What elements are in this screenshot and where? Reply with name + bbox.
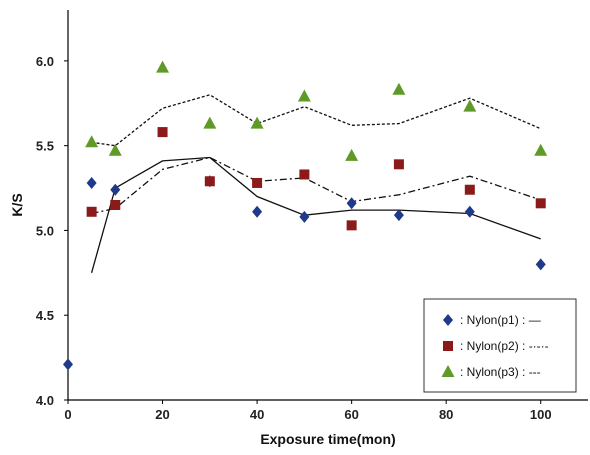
trend-line-nylonp1: [90, 156, 541, 273]
data-point-nylonp2: [252, 177, 263, 188]
data-point-nylonp2: [204, 176, 215, 187]
y-axis-ticks: 4.0 4.5 5.0 5.5 6.0: [36, 54, 68, 408]
y-tick-label: 5.5: [36, 139, 54, 154]
data-point-nylonp1: [63, 358, 73, 371]
data-point-nylonp2: [157, 127, 168, 138]
data-markers: [63, 60, 548, 371]
data-point-nylonp3: [534, 143, 548, 156]
legend-marker: [443, 314, 453, 326]
data-point-nylonp1: [393, 209, 404, 222]
trend-line-nylonp2: [91, 156, 541, 215]
legend-label: : Nylon(p3) : ---: [460, 365, 541, 379]
x-tick-label: 40: [250, 407, 264, 422]
data-point-nylonp2: [86, 206, 97, 217]
legend-marker: [441, 365, 455, 377]
data-point-nylonp3: [85, 135, 99, 148]
trend-line-nylonp3: [91, 94, 541, 147]
x-axis-ticks: 0 20 40 60 80 100: [64, 400, 552, 422]
data-point-nylonp1: [464, 205, 475, 218]
x-tick-label: 20: [155, 407, 169, 422]
y-tick-label: 6.0: [36, 54, 54, 69]
y-tick-label: 5.0: [36, 223, 54, 238]
data-point-nylonp3: [203, 116, 217, 129]
data-point-nylonp3: [463, 99, 477, 112]
data-point-nylonp2: [464, 184, 475, 195]
data-point-nylonp2: [110, 200, 121, 210]
plot-frame: [67, 10, 588, 401]
data-point-nylonp2: [393, 159, 404, 170]
y-axis-title: K/S: [9, 193, 25, 216]
data-point-nylonp1: [299, 210, 310, 223]
data-point-nylonp2: [299, 169, 310, 180]
data-point-nylonp3: [156, 60, 170, 73]
data-point-nylonp2: [346, 220, 357, 231]
data-point-nylonp1: [252, 205, 263, 218]
legend-label: : Nylon(p2) : -·-·-: [460, 339, 549, 353]
x-tick-label: 60: [344, 407, 358, 422]
data-point-nylonp3: [250, 116, 264, 129]
legend-marker: [443, 341, 453, 351]
data-point-nylonp3: [345, 148, 359, 161]
y-tick-label: 4.5: [36, 308, 54, 323]
x-axis-title: Exposure time(mon): [260, 431, 395, 447]
data-point-nylonp3: [392, 82, 406, 95]
data-point-nylonp3: [108, 143, 122, 156]
data-point-nylonp1: [535, 258, 546, 271]
y-tick-label: 4.0: [36, 393, 54, 408]
data-point-nylonp1: [110, 183, 121, 196]
x-tick-label: 100: [530, 407, 552, 422]
trend-lines: [90, 94, 541, 273]
data-point-nylonp2: [535, 198, 546, 209]
x-tick-label: 0: [64, 407, 71, 422]
legend: : Nylon(p1) : — : Nylon(p2) : -·-·- : Nylo…: [423, 298, 577, 393]
data-point-nylonp1: [346, 197, 357, 210]
data-point-nylonp1: [86, 176, 97, 189]
data-point-nylonp3: [297, 89, 311, 102]
x-tick-label: 80: [439, 407, 453, 422]
legend-label: : Nylon(p1) : —: [460, 313, 541, 327]
